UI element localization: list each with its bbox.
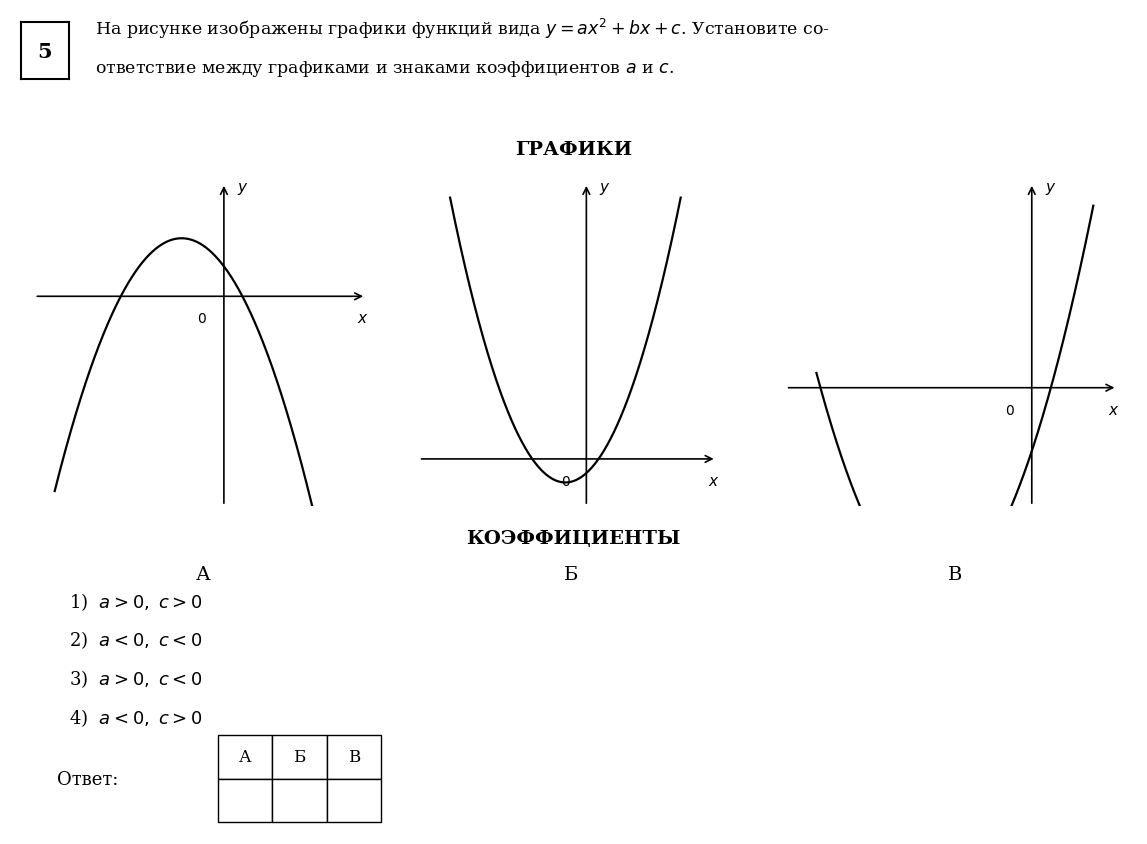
Text: ответствие между графиками и знаками коэффициентов $a$ и $c$.: ответствие между графиками и знаками коэ… — [95, 58, 674, 78]
Text: 4)  $a < 0,\ c > 0$: 4) $a < 0,\ c > 0$ — [69, 706, 203, 728]
Text: $0$: $0$ — [1005, 403, 1015, 417]
Text: $x$: $x$ — [708, 474, 719, 488]
Text: В: В — [348, 749, 360, 766]
Text: Б: Б — [294, 749, 306, 766]
Bar — [218, 735, 273, 778]
Text: В: В — [947, 565, 962, 584]
Text: 2)  $a < 0,\ c < 0$: 2) $a < 0,\ c < 0$ — [69, 629, 203, 651]
Text: $y$: $y$ — [599, 181, 610, 197]
Text: $0$: $0$ — [197, 311, 206, 326]
Text: А: А — [196, 565, 211, 584]
Bar — [273, 735, 327, 778]
Text: $y$: $y$ — [237, 181, 249, 197]
Bar — [327, 778, 381, 822]
Text: $y$: $y$ — [1045, 181, 1056, 197]
Text: ГРАФИКИ: ГРАФИКИ — [515, 141, 632, 159]
Bar — [218, 778, 273, 822]
Bar — [273, 778, 327, 822]
Text: А: А — [239, 749, 251, 766]
Text: 3)  $a > 0,\ c < 0$: 3) $a > 0,\ c < 0$ — [69, 668, 203, 690]
Text: КОЭФФИЦИЕНТЫ: КОЭФФИЦИЕНТЫ — [467, 529, 680, 547]
Bar — [327, 735, 381, 778]
Text: $x$: $x$ — [1108, 403, 1119, 417]
Text: 5: 5 — [38, 41, 52, 62]
Text: $0$: $0$ — [561, 474, 571, 488]
Text: На рисунке изображены графики функций вида $y = ax^2 + bx + c$. Установите со-: На рисунке изображены графики функций ви… — [95, 17, 830, 41]
Text: Ответ:: Ответ: — [57, 770, 119, 787]
Text: $x$: $x$ — [357, 311, 368, 326]
Text: Б: Б — [563, 565, 578, 584]
Text: 1)  $a > 0,\ c > 0$: 1) $a > 0,\ c > 0$ — [69, 590, 203, 612]
